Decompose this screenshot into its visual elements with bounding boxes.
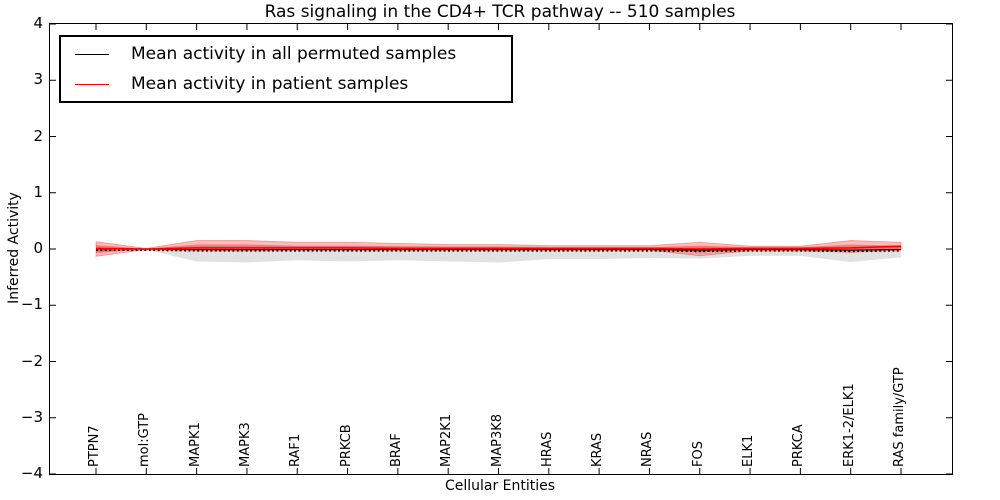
legend-item-permuted: Mean activity in all permuted samples — [61, 42, 511, 66]
x-tick-label: PRKCB — [338, 424, 354, 467]
y-tick-label: −2 — [20, 351, 43, 370]
y-tick-label: 1 — [33, 182, 43, 201]
legend: Mean activity in all permuted samples Me… — [59, 35, 513, 103]
x-axis-label: Cellular Entities — [444, 478, 556, 494]
x-tick-label: RAF1 — [288, 433, 304, 467]
x-tick-label: mol:GTP — [137, 413, 153, 467]
x-tick-label: PTPN7 — [87, 425, 102, 467]
y-tick-label: 2 — [33, 126, 43, 145]
x-tick-label: PRKCA — [791, 424, 807, 467]
permuted-mean-line — [96, 248, 902, 251]
x-tick-label: MAPK3 — [237, 422, 253, 467]
y-tick-label: 4 — [33, 14, 43, 32]
x-tick-label: NRAS — [640, 431, 656, 467]
x-tick-label: ERK1-2/ELK1 — [841, 383, 857, 467]
y-tick-label: 3 — [33, 70, 43, 89]
chart-canvas — [50, 24, 952, 474]
patient-mean-line — [95, 245, 902, 250]
x-tick-label: BRAF — [388, 433, 404, 467]
x-tick-label: MAP2K1 — [439, 413, 455, 467]
black-line-sample-icon — [75, 53, 109, 55]
y-tick-label: −3 — [20, 407, 43, 426]
y-tick-label: −4 — [20, 464, 43, 482]
x-tick-label: MAPK1 — [187, 422, 203, 467]
x-tick-label: MAP3K8 — [489, 413, 505, 467]
legend-item-patient: Mean activity in patient samples — [61, 72, 511, 96]
x-tick-label: FOS — [690, 441, 706, 467]
legend-label: Mean activity in all permuted samples — [131, 44, 457, 64]
x-tick-label: HRAS — [539, 431, 555, 467]
y-tick-label: 0 — [33, 239, 43, 257]
x-tick-label: RAS family/GTP — [892, 367, 907, 467]
legend-label: Mean activity in patient samples — [131, 74, 409, 94]
red-line-sample-icon — [75, 83, 109, 85]
x-tick-label: ELK1 — [741, 434, 757, 467]
chart-title: Ras signaling in the CD4+ TCR pathway --… — [264, 2, 736, 22]
x-tick-label: KRAS — [590, 432, 606, 467]
y-tick-label: −1 — [20, 295, 43, 314]
